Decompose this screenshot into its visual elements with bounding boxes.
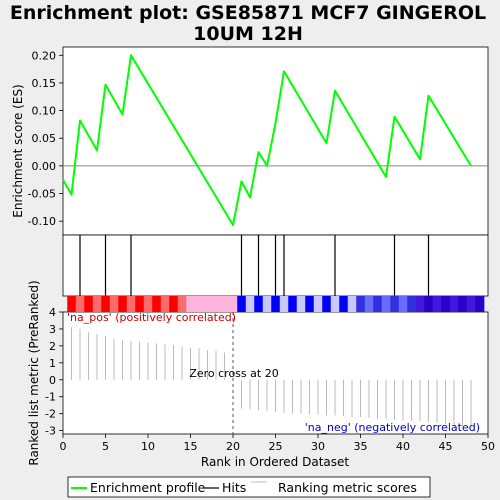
na-neg-label: 'na_neg' (negatively correlated) [305,421,480,434]
x-tick-label: 45 [439,440,453,453]
metric-y-tick-label: 4 [49,306,56,319]
x-axis-label: Rank in Ordered Dataset [201,455,349,469]
ranking-metric-bars [71,327,472,428]
colorbar-cell [228,296,238,312]
colorbar-cell [118,296,128,312]
zero-cross-label: Zero cross at 20 [189,367,278,380]
legend-hits-label: Hits [222,480,246,495]
es-y-axis-label: Enrichment score (ES) [11,84,25,217]
colorbar-cell [330,296,340,312]
colorbar-cell [364,296,374,312]
x-tick-label: 20 [226,440,240,453]
colorbar-cell [466,296,476,312]
rank-colorbar [67,296,485,312]
colorbar-cell [254,296,264,312]
colorbar-cell [288,296,298,312]
colorbar-cell [398,296,408,312]
es-y-tick-label: -0.10 [28,215,56,228]
metric-y-tick-label: 0 [49,374,56,387]
metric-y-tick-label: 2 [49,340,56,353]
legend-metric-label: Ranking metric scores [278,480,417,495]
colorbar-cell [203,296,213,312]
colorbar-cell [322,296,332,312]
colorbar-cell [169,296,179,312]
colorbar-cell [390,296,400,312]
colorbar-cell [84,296,94,312]
rank-metric-panel [62,311,489,435]
x-tick-label: 30 [311,440,325,453]
enrichment-profile-path [62,54,472,226]
colorbar-cell [347,296,357,312]
es-y-tick-label: -0.05 [28,188,56,201]
colorbar-cell [237,296,247,312]
legend-es-label: Enrichment profile [90,480,206,495]
colorbar-cell [177,296,187,312]
x-tick-label: 35 [354,440,368,453]
ranked-metric-y-axis: -3 -2 -1 0 1 2 3 4 [45,306,63,438]
colorbar-cell [441,296,451,312]
colorbar-cell [160,296,170,312]
colorbar-cell [415,296,425,312]
colorbar-cell [245,296,255,312]
colorbar-cell [432,296,442,312]
colorbar-cell [109,296,119,312]
es-y-tick-label: 0.20 [32,49,57,62]
metric-y-tick-label: 1 [49,357,56,370]
colorbar-cell [424,296,434,312]
colorbar-cell [135,296,145,312]
colorbar-cell [262,296,272,312]
colorbar-cell [381,296,391,312]
metric-y-tick-label: 3 [49,323,56,336]
colorbar-cell [305,296,315,312]
x-tick-label: 15 [184,440,198,453]
x-tick-label: 5 [102,440,109,453]
colorbar-cell [92,296,102,312]
colorbar-cell [313,296,323,312]
colorbar-cell [407,296,417,312]
es-y-axis: -0.10 -0.05 0.00 0.05 0.10 0.15 0.20 [28,49,63,228]
colorbar-cell [211,296,221,312]
colorbar-cell [75,296,85,312]
na-pos-label: 'na_pos' (positively correlated) [67,311,236,324]
enrichment-profile-line [62,54,472,226]
es-y-tick-label: 0.10 [32,105,57,118]
chart-title-line-2: 10UM 12H [193,23,303,45]
es-y-tick-label: 0.00 [32,160,57,173]
colorbar-cell [143,296,153,312]
colorbar-cell [458,296,468,312]
colorbar-cell [271,296,281,312]
legend-box [67,476,431,498]
colorbar-cell [449,296,459,312]
colorbar-cell [152,296,162,312]
hit-lines [79,235,430,296]
colorbar-cell [475,296,485,312]
chart-title-line-1: Enrichment plot: GSE85871 MCF7 GINGEROL [10,2,486,24]
colorbar-cell [194,296,204,312]
x-tick-label: 40 [396,440,410,453]
colorbar-cell [296,296,306,312]
colorbar-cell [220,296,230,312]
colorbar-cell [67,296,77,312]
colorbar-cell [126,296,136,312]
x-tick-label: 50 [481,440,495,453]
x-tick-label: 10 [141,440,155,453]
es-y-tick-label: 0.05 [32,132,57,145]
metric-y-tick-label: -3 [45,425,56,438]
x-tick-label: 0 [60,440,67,453]
metric-y-tick-label: -2 [45,408,56,421]
x-axis: 0 5 10 15 20 25 30 35 40 45 50 [60,434,495,453]
x-tick-label: 25 [269,440,283,453]
metric-y-tick-label: -1 [45,391,56,404]
colorbar-cell [279,296,289,312]
colorbar-cell [373,296,383,312]
ranked-metric-y-axis-label: Ranked list metric (PreRanked) [27,280,41,465]
es-panel [62,46,489,236]
colorbar-cell [356,296,366,312]
colorbar-cell [186,296,196,312]
colorbar-cell [339,296,349,312]
colorbar-cell [101,296,111,312]
es-y-tick-label: 0.15 [32,77,57,90]
